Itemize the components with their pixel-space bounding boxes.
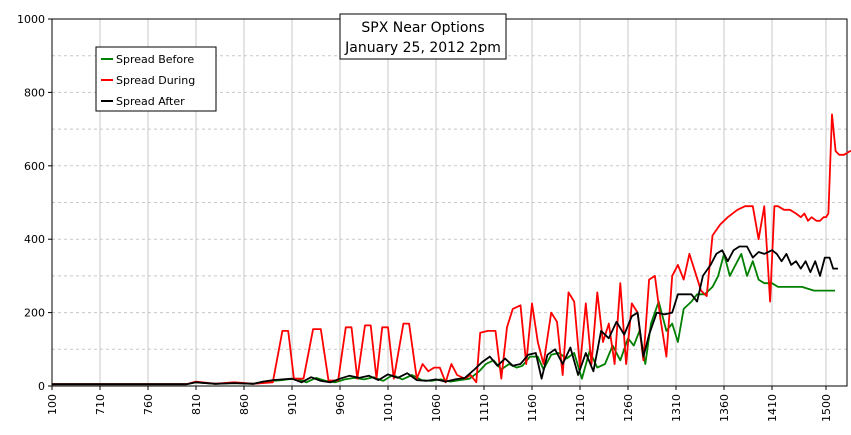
y-tick-label: 0	[38, 380, 45, 393]
y-tick-label: 800	[24, 86, 45, 99]
x-tick-label: 1500	[820, 394, 833, 422]
x-tick-label: 1260	[622, 394, 635, 422]
chart-title: SPX Near Options	[361, 20, 484, 36]
x-tick-label: 760	[142, 394, 155, 415]
y-tick-label: 200	[24, 307, 45, 320]
x-tick-label: 1210	[574, 394, 587, 422]
x-tick-label: 960	[334, 394, 347, 415]
legend: Spread Before Spread During Spread After	[95, 46, 217, 112]
x-tick-label: 810	[190, 394, 203, 415]
legend-label-spread-during: Spread During	[116, 74, 195, 87]
x-tick-label: 860	[238, 394, 251, 415]
x-tick-label: 910	[286, 394, 299, 415]
y-tick-label: 400	[24, 233, 45, 246]
legend-box	[95, 46, 217, 112]
x-tick-label: 1010	[382, 394, 395, 422]
x-tick-label: 1160	[526, 394, 539, 422]
series-line-spread-during	[52, 113, 851, 386]
x-tick-label: 1110	[478, 394, 491, 422]
y-tick-label: 1000	[17, 13, 45, 26]
x-tick-label: 1360	[718, 394, 731, 422]
series-line-spread-before	[52, 253, 835, 386]
legend-label-spread-after: Spread After	[116, 95, 185, 108]
series-group	[52, 113, 851, 386]
chart-subtitle: January 25, 2012 2pm	[344, 40, 501, 56]
x-tick-label: 1410	[766, 394, 779, 422]
x-tick-label: 1310	[670, 394, 683, 422]
legend-label-spread-before: Spread Before	[116, 53, 194, 66]
x-tick-label: 710	[94, 394, 107, 415]
chart-title-box: SPX Near Options January 25, 2012 2pm	[339, 13, 507, 60]
x-tick-label: 100	[46, 394, 59, 415]
x-tick-label: 1060	[430, 394, 443, 422]
series-line-spread-after	[52, 245, 838, 386]
y-tick-label: 600	[24, 160, 45, 173]
